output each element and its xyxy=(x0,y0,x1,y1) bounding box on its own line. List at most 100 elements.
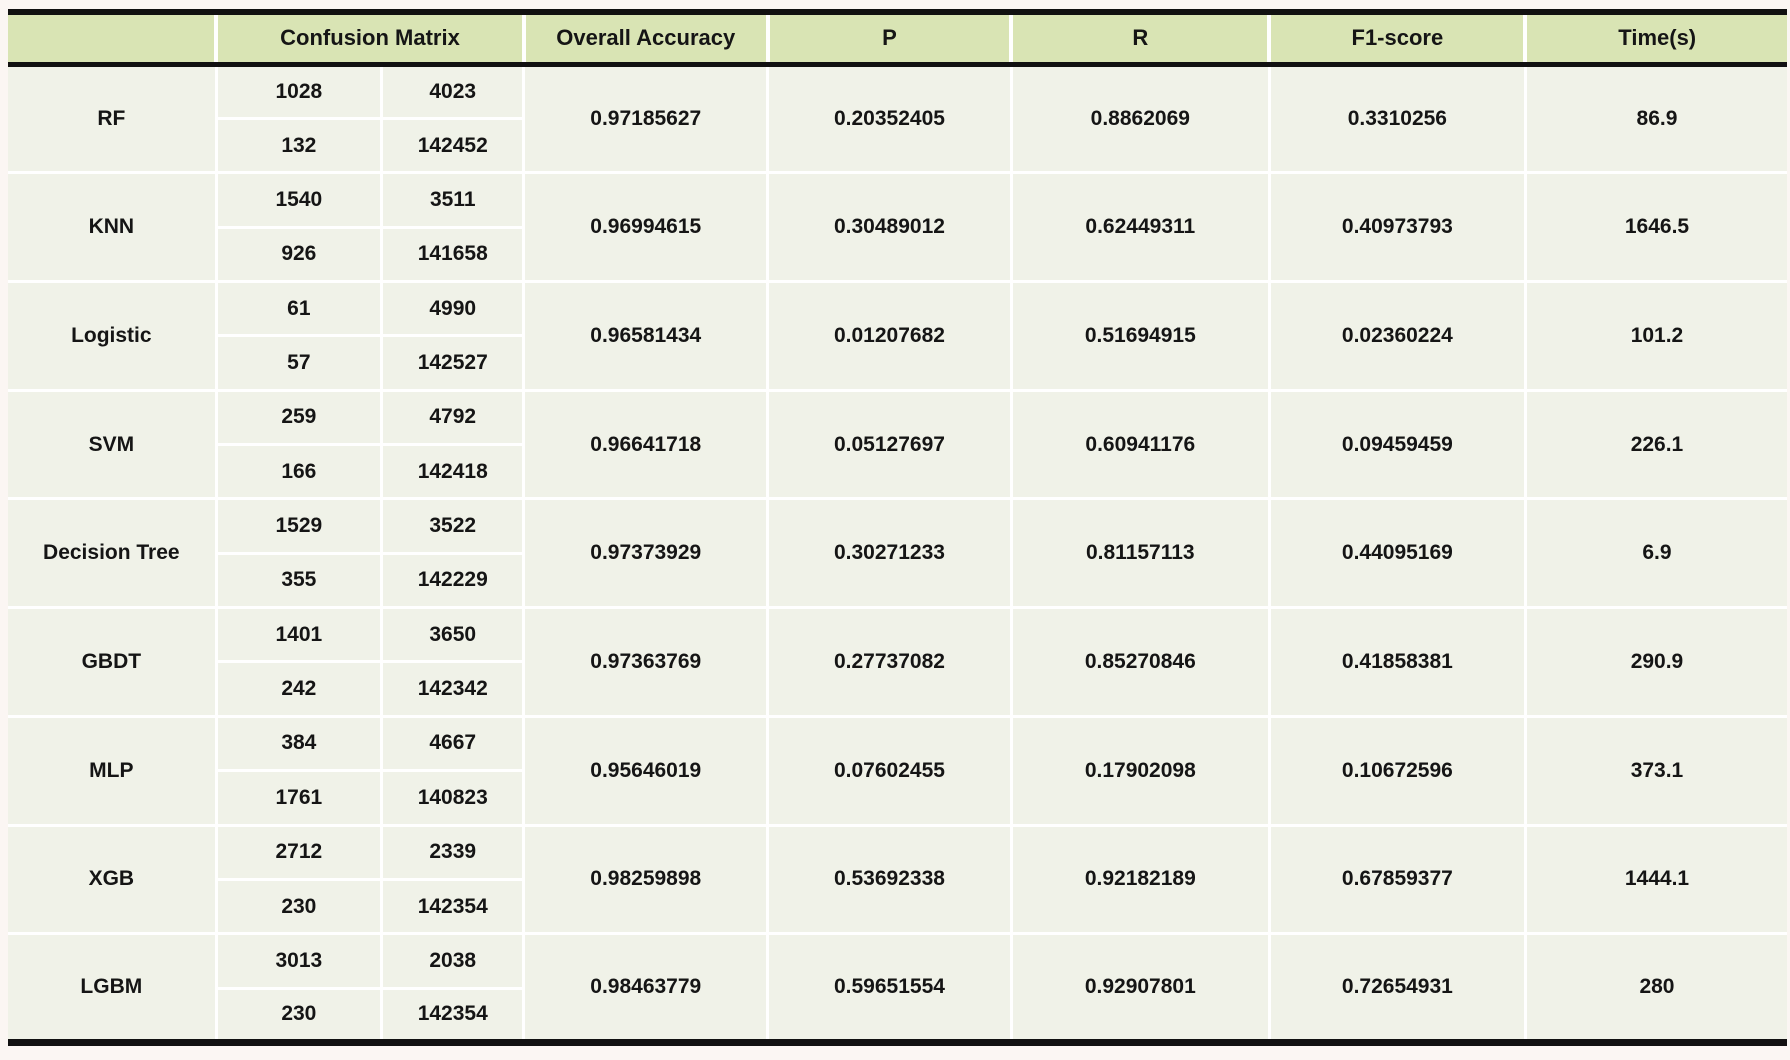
cm-cell: 3511 xyxy=(380,171,526,229)
cm-cell: 242 xyxy=(214,660,384,718)
recall-cell: 0.62449311 xyxy=(1009,171,1271,283)
header-row: Confusion Matrix Overall Accuracy P R F1… xyxy=(8,12,1787,67)
cm-cell: 355 xyxy=(214,551,384,610)
cm-cell: 4990 xyxy=(380,279,526,338)
col-header-f1-score: F1-score xyxy=(1267,12,1526,67)
cm-cell: 57 xyxy=(214,334,384,392)
cm-cell: 384 xyxy=(214,714,384,773)
precision-cell: 0.30271233 xyxy=(766,497,1013,610)
cm-cell: 142418 xyxy=(380,443,526,501)
accuracy-cell: 0.95646019 xyxy=(522,714,770,827)
row-rf: RF 1028 4023 0.97185627 0.20352405 0.886… xyxy=(8,62,1787,175)
cm-cell: 230 xyxy=(214,877,384,936)
f1-cell: 0.72654931 xyxy=(1267,932,1527,1044)
col-header-time: Time(s) xyxy=(1523,12,1787,67)
col-header-overall-accuracy: Overall Accuracy xyxy=(521,12,768,67)
precision-cell: 0.59651554 xyxy=(766,932,1013,1044)
cm-cell: 3522 xyxy=(380,497,526,555)
precision-cell: 0.53692338 xyxy=(766,823,1013,936)
cm-cell: 230 xyxy=(214,986,384,1045)
recall-cell: 0.60941176 xyxy=(1009,388,1271,501)
recall-cell: 0.8862069 xyxy=(1009,62,1271,175)
cm-cell: 142452 xyxy=(380,116,526,175)
row-mlp: MLP 384 4667 0.95646019 0.07602455 0.179… xyxy=(8,714,1787,827)
recall-cell: 0.92182189 xyxy=(1009,823,1271,936)
row-decision-tree: Decision Tree 1529 3522 0.97373929 0.302… xyxy=(8,497,1787,610)
accuracy-cell: 0.97373929 xyxy=(522,497,770,610)
cm-cell: 2038 xyxy=(380,932,526,990)
row-logistic: Logistic 61 4990 0.96581434 0.01207682 0… xyxy=(8,279,1787,392)
row-logistic-cm2: 57 142527 xyxy=(8,334,1787,392)
cm-cell: 142527 xyxy=(380,334,526,392)
time-cell: 101.2 xyxy=(1523,279,1787,392)
time-cell: 1444.1 xyxy=(1523,823,1787,936)
precision-cell: 0.05127697 xyxy=(766,388,1013,501)
cm-cell: 142354 xyxy=(380,986,526,1045)
cm-cell: 141658 xyxy=(380,225,526,283)
recall-cell: 0.81157113 xyxy=(1009,497,1271,610)
time-cell: 86.9 xyxy=(1523,62,1787,175)
accuracy-cell: 0.96994615 xyxy=(522,171,770,283)
col-header-model xyxy=(8,12,217,67)
row-xgb: XGB 2712 2339 0.98259898 0.53692338 0.92… xyxy=(8,823,1787,936)
accuracy-cell: 0.96581434 xyxy=(522,279,770,392)
time-cell: 226.1 xyxy=(1523,388,1787,501)
time-cell: 373.1 xyxy=(1523,714,1787,827)
f1-cell: 0.44095169 xyxy=(1267,497,1527,610)
model-name: SVM xyxy=(8,388,218,501)
model-name: MLP xyxy=(8,714,218,827)
time-cell: 290.9 xyxy=(1523,606,1787,718)
row-gbdt-cm2: 242 142342 xyxy=(8,660,1787,718)
cm-cell: 2712 xyxy=(214,823,384,881)
precision-cell: 0.20352405 xyxy=(766,62,1013,175)
recall-cell: 0.92907801 xyxy=(1009,932,1271,1044)
f1-cell: 0.09459459 xyxy=(1267,388,1527,501)
classifier-comparison-table: Confusion Matrix Overall Accuracy P R F1… xyxy=(8,9,1787,1046)
model-name: Logistic xyxy=(8,279,218,392)
row-decision-tree-cm2: 355 142229 xyxy=(8,551,1787,610)
cm-cell: 1761 xyxy=(214,769,384,827)
row-lgbm-cm2: 230 142354 xyxy=(8,986,1787,1045)
cm-cell: 166 xyxy=(214,443,384,501)
accuracy-cell: 0.97363769 xyxy=(522,606,770,718)
cm-cell: 1401 xyxy=(214,606,384,664)
recall-cell: 0.85270846 xyxy=(1009,606,1271,718)
cm-cell: 132 xyxy=(214,116,384,175)
f1-cell: 0.10672596 xyxy=(1267,714,1527,827)
f1-cell: 0.40973793 xyxy=(1267,171,1527,283)
f1-cell: 0.3310256 xyxy=(1267,62,1527,175)
precision-cell: 0.01207682 xyxy=(766,279,1013,392)
f1-cell: 0.67859377 xyxy=(1267,823,1527,936)
row-rf-cm2: 132 142452 xyxy=(8,116,1787,175)
cm-cell: 61 xyxy=(214,279,384,338)
cm-cell: 4792 xyxy=(380,388,526,447)
cm-cell: 1540 xyxy=(214,171,384,229)
accuracy-cell: 0.97185627 xyxy=(522,62,770,175)
precision-cell: 0.07602455 xyxy=(766,714,1013,827)
row-mlp-cm2: 1761 140823 xyxy=(8,769,1787,827)
accuracy-cell: 0.96641718 xyxy=(522,388,770,501)
row-knn-cm2: 926 141658 xyxy=(8,225,1787,283)
accuracy-cell: 0.98259898 xyxy=(522,823,770,936)
precision-cell: 0.30489012 xyxy=(766,171,1013,283)
col-header-precision: P xyxy=(765,12,1012,67)
recall-cell: 0.17902098 xyxy=(1009,714,1271,827)
col-header-confusion-matrix: Confusion Matrix xyxy=(214,12,524,67)
model-name: RF xyxy=(8,62,218,175)
time-cell: 280 xyxy=(1523,932,1787,1044)
model-name: LGBM xyxy=(8,932,218,1044)
model-name: XGB xyxy=(8,823,218,936)
row-xgb-cm2: 230 142354 xyxy=(8,877,1787,936)
cm-cell: 4667 xyxy=(380,714,526,773)
f1-cell: 0.41858381 xyxy=(1267,606,1527,718)
row-knn: KNN 1540 3511 0.96994615 0.30489012 0.62… xyxy=(8,171,1787,283)
col-header-recall: R xyxy=(1009,12,1270,67)
f1-cell: 0.02360224 xyxy=(1267,279,1527,392)
cm-cell: 2339 xyxy=(380,823,526,881)
cm-cell: 142354 xyxy=(380,877,526,936)
cm-cell: 259 xyxy=(214,388,384,447)
cm-cell: 1028 xyxy=(214,62,384,120)
precision-cell: 0.27737082 xyxy=(766,606,1013,718)
row-gbdt: GBDT 1401 3650 0.97363769 0.27737082 0.8… xyxy=(8,606,1787,718)
model-name: Decision Tree xyxy=(8,497,218,610)
